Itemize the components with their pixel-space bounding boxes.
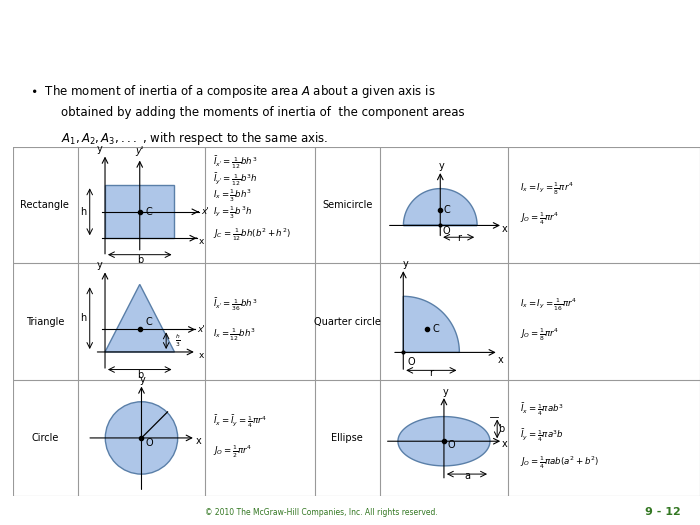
Text: x: x <box>498 354 503 364</box>
Text: Graw: Graw <box>10 510 28 516</box>
Text: C: C <box>146 207 152 217</box>
Text: $\bullet$  The moment of inertia of a composite area $A$ about a given axis is: $\bullet$ The moment of inertia of a com… <box>30 83 435 100</box>
Text: C: C <box>433 323 439 333</box>
Text: y': y' <box>136 146 144 156</box>
Text: © 2010 The McGraw-Hill Companies, Inc. All rights reserved.: © 2010 The McGraw-Hill Companies, Inc. A… <box>205 508 438 517</box>
Text: Edition: Edition <box>0 36 19 40</box>
Polygon shape <box>403 188 477 225</box>
Text: y: y <box>439 162 444 172</box>
Text: Hill: Hill <box>13 516 25 521</box>
Text: x: x <box>502 224 508 234</box>
Text: $I_x = I_y = \frac{1}{8}\pi r^4$: $I_x = I_y = \frac{1}{8}\pi r^4$ <box>519 180 573 196</box>
Text: $I_y = \frac{1}{3}b^3h$: $I_y = \frac{1}{3}b^3h$ <box>213 205 252 221</box>
Text: x': x' <box>197 325 205 334</box>
Text: $\bar{I}_x = \bar{I}_y = \frac{1}{4}\pi r^4$: $\bar{I}_x = \bar{I}_y = \frac{1}{4}\pi … <box>213 413 267 429</box>
Text: $J_O = \frac{1}{8}\pi r^4$: $J_O = \frac{1}{8}\pi r^4$ <box>519 327 559 343</box>
Text: $A_1, A_2, A_3, ...$ , with respect to the same axis.: $A_1, A_2, A_3, ...$ , with respect to t… <box>61 130 328 147</box>
Text: $I_x = I_y = \frac{1}{16}\pi r^4$: $I_x = I_y = \frac{1}{16}\pi r^4$ <box>519 297 577 313</box>
Text: Ninth: Ninth <box>0 15 16 20</box>
Text: Triangle: Triangle <box>26 317 64 327</box>
Text: Moments of Inertia of Composite Areas: Moments of Inertia of Composite Areas <box>25 49 311 65</box>
Circle shape <box>105 402 178 474</box>
Text: O: O <box>145 438 153 448</box>
Text: Rectangle: Rectangle <box>20 200 69 210</box>
Text: a: a <box>464 471 470 481</box>
Text: $\bar{I}_y = \frac{1}{4}\pi a^3b$: $\bar{I}_y = \frac{1}{4}\pi a^3b$ <box>519 427 564 444</box>
Text: Vector Mechanics for Engineers: Statics: Vector Mechanics for Engineers: Statics <box>30 13 451 32</box>
Text: C: C <box>146 317 152 327</box>
Text: $\bar{I}_{y'} = \frac{1}{12}b^3h$: $\bar{I}_{y'} = \frac{1}{12}b^3h$ <box>213 171 258 188</box>
Bar <box>105 185 174 238</box>
Text: x: x <box>199 351 204 360</box>
Text: r: r <box>429 368 433 378</box>
Polygon shape <box>398 416 490 466</box>
Text: O: O <box>443 226 451 236</box>
Text: b: b <box>136 255 143 265</box>
Text: x': x' <box>201 207 209 216</box>
Text: $J_O = \frac{1}{2}\pi r^4$: $J_O = \frac{1}{2}\pi r^4$ <box>213 443 252 460</box>
Text: O: O <box>407 357 415 367</box>
Text: x: x <box>502 439 508 449</box>
Text: Semicircle: Semicircle <box>322 200 372 210</box>
Text: $I_x = \frac{1}{12}bh^3$: $I_x = \frac{1}{12}bh^3$ <box>213 327 255 343</box>
Text: $\bar{I}_x = \frac{1}{4}\pi ab^3$: $\bar{I}_x = \frac{1}{4}\pi ab^3$ <box>519 402 564 418</box>
Text: y: y <box>402 259 408 269</box>
Text: x: x <box>199 237 204 246</box>
Text: $J_O = \frac{1}{4}\pi ab(a^2+b^2)$: $J_O = \frac{1}{4}\pi ab(a^2+b^2)$ <box>519 454 598 471</box>
Text: y: y <box>97 144 102 154</box>
Text: $\bar{I}_{x'} = \frac{1}{36}bh^3$: $\bar{I}_{x'} = \frac{1}{36}bh^3$ <box>213 296 258 313</box>
Text: $\bar{I}_{x'} = \frac{1}{12}bh^3$: $\bar{I}_{x'} = \frac{1}{12}bh^3$ <box>213 154 258 171</box>
Text: $I_x = \frac{1}{3}bh^3$: $I_x = \frac{1}{3}bh^3$ <box>213 188 252 204</box>
Text: x: x <box>196 436 202 446</box>
Text: r: r <box>456 233 461 243</box>
Text: b: b <box>498 424 505 434</box>
Text: Mc: Mc <box>14 503 24 509</box>
Text: b: b <box>136 370 143 380</box>
Text: Quarter circle: Quarter circle <box>314 317 381 327</box>
Text: O: O <box>447 440 455 450</box>
Text: $\frac{h}{3}$: $\frac{h}{3}$ <box>175 332 181 349</box>
Text: Circle: Circle <box>32 433 59 443</box>
Text: C: C <box>444 205 451 215</box>
Text: y: y <box>97 259 102 269</box>
Text: $J_O = \frac{1}{4}\pi r^4$: $J_O = \frac{1}{4}\pi r^4$ <box>519 211 559 227</box>
Text: h: h <box>80 207 86 217</box>
Text: h: h <box>80 313 86 323</box>
Text: 9 - 12: 9 - 12 <box>645 507 681 517</box>
Text: y: y <box>442 386 448 396</box>
Text: y: y <box>140 375 146 385</box>
Text: Ellipse: Ellipse <box>332 433 363 443</box>
Polygon shape <box>105 285 174 352</box>
Text: obtained by adding the moments of inertia of  the component areas: obtained by adding the moments of inerti… <box>61 106 464 119</box>
Polygon shape <box>403 296 459 352</box>
Text: $J_C = \frac{1}{12}bh(b^2+h^2)$: $J_C = \frac{1}{12}bh(b^2+h^2)$ <box>213 226 290 243</box>
